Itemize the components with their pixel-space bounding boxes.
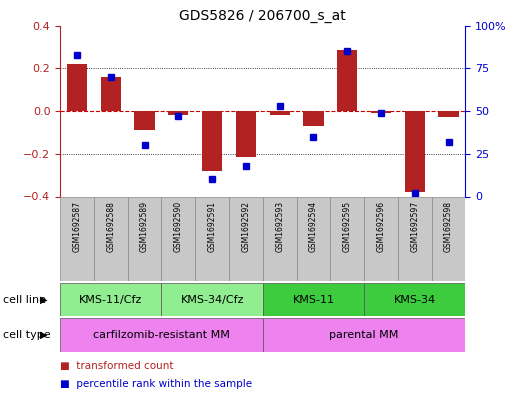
Text: GSM1692593: GSM1692593 [275, 201, 284, 252]
Text: KMS-11/Cfz: KMS-11/Cfz [79, 295, 142, 305]
Text: GSM1692591: GSM1692591 [208, 201, 217, 252]
Bar [297, 196, 331, 281]
Bar [371, 111, 391, 113]
Text: GSM1692588: GSM1692588 [106, 201, 115, 252]
Title: GDS5826 / 206700_s_at: GDS5826 / 206700_s_at [179, 9, 346, 23]
Bar [263, 318, 465, 352]
Bar [94, 196, 128, 281]
Text: KMS-34/Cfz: KMS-34/Cfz [180, 295, 244, 305]
Bar [431, 196, 465, 281]
Bar [229, 196, 263, 281]
Bar [60, 283, 162, 316]
Bar [60, 318, 263, 352]
Bar [202, 111, 222, 171]
Text: GSM1692594: GSM1692594 [309, 201, 318, 252]
Text: GSM1692595: GSM1692595 [343, 201, 352, 252]
Text: ▶: ▶ [40, 330, 47, 340]
Bar [60, 196, 94, 281]
Bar [128, 196, 162, 281]
Text: GSM1692590: GSM1692590 [174, 201, 183, 252]
Text: GSM1692587: GSM1692587 [73, 201, 82, 252]
Bar [337, 50, 357, 111]
Bar [364, 283, 465, 316]
Bar [303, 111, 324, 126]
Bar [100, 77, 121, 111]
Text: GSM1692592: GSM1692592 [242, 201, 251, 252]
Text: GSM1692598: GSM1692598 [444, 201, 453, 252]
Bar [67, 64, 87, 111]
Text: GSM1692589: GSM1692589 [140, 201, 149, 252]
Text: KMS-11: KMS-11 [292, 295, 335, 305]
Bar [269, 111, 290, 115]
Text: GSM1692597: GSM1692597 [411, 201, 419, 252]
Text: ▶: ▶ [40, 295, 47, 305]
Bar [263, 283, 364, 316]
Bar [195, 196, 229, 281]
Bar [162, 196, 195, 281]
Text: cell type: cell type [3, 330, 50, 340]
Bar [236, 111, 256, 157]
Bar [263, 196, 297, 281]
Bar [364, 196, 398, 281]
Bar [162, 283, 263, 316]
Text: ■  percentile rank within the sample: ■ percentile rank within the sample [60, 379, 252, 389]
Bar [405, 111, 425, 192]
Text: cell line: cell line [3, 295, 46, 305]
Text: carfilzomib-resistant MM: carfilzomib-resistant MM [93, 330, 230, 340]
Text: ■  transformed count: ■ transformed count [60, 362, 174, 371]
Bar [168, 111, 188, 115]
Bar [398, 196, 431, 281]
Bar [134, 111, 155, 130]
Bar [438, 111, 459, 118]
Text: parental MM: parental MM [329, 330, 399, 340]
Text: GSM1692596: GSM1692596 [377, 201, 385, 252]
Text: KMS-34: KMS-34 [394, 295, 436, 305]
Bar [331, 196, 364, 281]
